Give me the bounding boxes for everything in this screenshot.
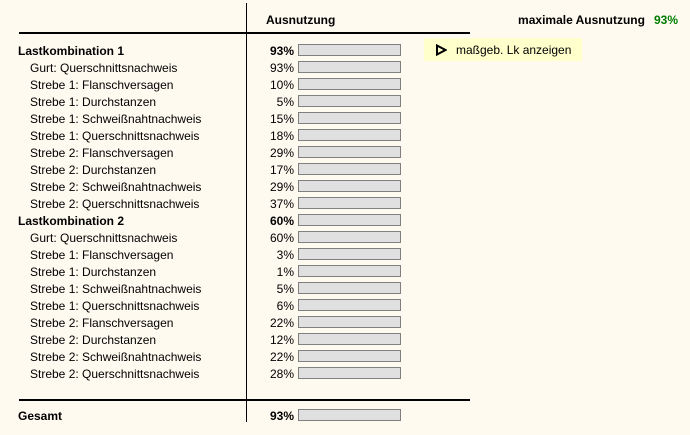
result-row: Strebe 1: Querschnittsnachweis 6% bbox=[0, 297, 690, 314]
result-row: Strebe 1: Schweißnahtnachweis 5% bbox=[0, 280, 690, 297]
check-label: Strebe 1: Querschnittsnachweis bbox=[30, 129, 200, 143]
utilization-value: 15% bbox=[269, 112, 294, 126]
result-row: Strebe 2: Schweißnahtnachweis 29% bbox=[0, 178, 690, 195]
check-label: Strebe 2: Flanschversagen bbox=[30, 316, 174, 330]
check-label: Strebe 2: Durchstanzen bbox=[30, 333, 157, 347]
result-row: Lastkombination 1 93% bbox=[0, 42, 690, 59]
utilization-value: 93% bbox=[269, 61, 294, 75]
utilization-value: 1% bbox=[276, 265, 294, 279]
check-label: Lastkombination 1 bbox=[18, 44, 125, 58]
total-utilization-value: 93% bbox=[269, 409, 294, 423]
result-row: Strebe 1: Flanschversagen 10% bbox=[0, 76, 690, 93]
utilization-bar bbox=[298, 44, 401, 56]
total-label: Gesamt bbox=[18, 409, 63, 423]
check-label: Gurt: Querschnittsnachweis bbox=[30, 231, 178, 245]
utilization-bar bbox=[298, 265, 401, 277]
total-row: Gesamt 93% bbox=[0, 407, 690, 424]
check-label: Strebe 2: Schweißnahtnachweis bbox=[30, 350, 202, 364]
utilization-value: 3% bbox=[276, 248, 294, 262]
utilization-bar bbox=[298, 95, 401, 107]
utilization-value: 60% bbox=[269, 231, 294, 245]
utilization-bar bbox=[298, 214, 401, 226]
utilization-value: 6% bbox=[276, 299, 294, 313]
max-utilization: maximale Ausnutzung 93% bbox=[518, 13, 678, 27]
result-row: Strebe 2: Durchstanzen 17% bbox=[0, 161, 690, 178]
total-separator-line bbox=[19, 399, 470, 401]
utilization-bar bbox=[298, 367, 401, 379]
result-row: Strebe 2: Querschnittsnachweis 37% bbox=[0, 195, 690, 212]
result-row: Strebe 2: Schweißnahtnachweis 22% bbox=[0, 348, 690, 365]
results-list: Lastkombination 1 93% Gurt: Querschnitts… bbox=[0, 42, 690, 382]
utilization-value: 29% bbox=[269, 180, 294, 194]
check-label: Strebe 2: Schweißnahtnachweis bbox=[30, 180, 202, 194]
utilization-value: 93% bbox=[269, 44, 294, 58]
utilization-value: 22% bbox=[269, 316, 294, 330]
utilization-bar bbox=[298, 112, 401, 124]
check-label: Strebe 1: Durchstanzen bbox=[30, 95, 157, 109]
utilization-bar bbox=[298, 299, 401, 311]
utilization-bar bbox=[298, 146, 401, 158]
check-label: Strebe 1: Schweißnahtnachweis bbox=[30, 112, 202, 126]
utilization-bar bbox=[298, 231, 401, 243]
result-row: Strebe 2: Querschnittsnachweis 28% bbox=[0, 365, 690, 382]
utilization-bar bbox=[298, 129, 401, 141]
check-label: Strebe 1: Querschnittsnachweis bbox=[30, 299, 200, 313]
check-label: Lastkombination 2 bbox=[18, 214, 125, 228]
utilization-bar bbox=[298, 61, 401, 73]
utilization-value: 10% bbox=[269, 78, 294, 92]
column-divider bbox=[246, 3, 247, 422]
utilization-value: 17% bbox=[269, 163, 294, 177]
result-row: Strebe 2: Flanschversagen 22% bbox=[0, 314, 690, 331]
show-governing-lk-button-label: maßgeb. Lk anzeigen bbox=[456, 42, 572, 57]
check-label: Strebe 1: Flanschversagen bbox=[30, 78, 174, 92]
utilization-value: 12% bbox=[269, 333, 294, 347]
utilization-bar bbox=[298, 350, 401, 362]
result-row: Strebe 2: Flanschversagen 29% bbox=[0, 144, 690, 161]
utilization-bar bbox=[298, 180, 401, 192]
play-triangle-icon bbox=[435, 43, 448, 56]
max-utilization-label: maximale Ausnutzung bbox=[518, 13, 645, 27]
utilization-value: 37% bbox=[269, 197, 294, 211]
check-label: Strebe 1: Flanschversagen bbox=[30, 248, 174, 262]
show-governing-lk-button[interactable]: maßgeb. Lk anzeigen bbox=[424, 38, 582, 61]
utilization-value: 29% bbox=[269, 146, 294, 160]
utilization-value: 60% bbox=[269, 214, 294, 228]
utilization-bar bbox=[298, 163, 401, 175]
check-label: Strebe 2: Querschnittsnachweis bbox=[30, 197, 200, 211]
utilization-value: 28% bbox=[269, 367, 294, 381]
header-separator-line bbox=[19, 32, 470, 34]
result-row: Strebe 1: Flanschversagen 3% bbox=[0, 246, 690, 263]
result-row: Lastkombination 2 60% bbox=[0, 212, 690, 229]
total-utilization-bar bbox=[298, 409, 401, 421]
result-row: Gurt: Querschnittsnachweis 93% bbox=[0, 59, 690, 76]
utilization-bar bbox=[298, 282, 401, 294]
result-row: Gurt: Querschnittsnachweis 60% bbox=[0, 229, 690, 246]
utilization-value: 22% bbox=[269, 350, 294, 364]
check-label: Strebe 1: Schweißnahtnachweis bbox=[30, 282, 202, 296]
utilization-value: 18% bbox=[269, 129, 294, 143]
result-row: Strebe 1: Schweißnahtnachweis 15% bbox=[0, 110, 690, 127]
utilization-bar bbox=[298, 197, 401, 209]
check-label: Gurt: Querschnittsnachweis bbox=[30, 61, 178, 75]
utilization-value: 5% bbox=[276, 95, 294, 109]
utilization-value: 5% bbox=[276, 282, 294, 296]
result-row: Strebe 1: Durchstanzen 1% bbox=[0, 263, 690, 280]
utilization-bar bbox=[298, 248, 401, 260]
utilization-bar bbox=[298, 78, 401, 90]
utilization-bar bbox=[298, 316, 401, 328]
result-row: Strebe 1: Durchstanzen 5% bbox=[0, 93, 690, 110]
utilization-column-header: Ausnutzung bbox=[266, 13, 336, 27]
result-row: Strebe 2: Durchstanzen 12% bbox=[0, 331, 690, 348]
result-row: Strebe 1: Querschnittsnachweis 18% bbox=[0, 127, 690, 144]
check-label: Strebe 1: Durchstanzen bbox=[30, 265, 157, 279]
check-label: Strebe 2: Flanschversagen bbox=[30, 146, 174, 160]
max-utilization-value: 93% bbox=[653, 13, 678, 27]
utilization-bar bbox=[298, 333, 401, 345]
check-label: Strebe 2: Durchstanzen bbox=[30, 163, 157, 177]
check-label: Strebe 2: Querschnittsnachweis bbox=[30, 367, 200, 381]
